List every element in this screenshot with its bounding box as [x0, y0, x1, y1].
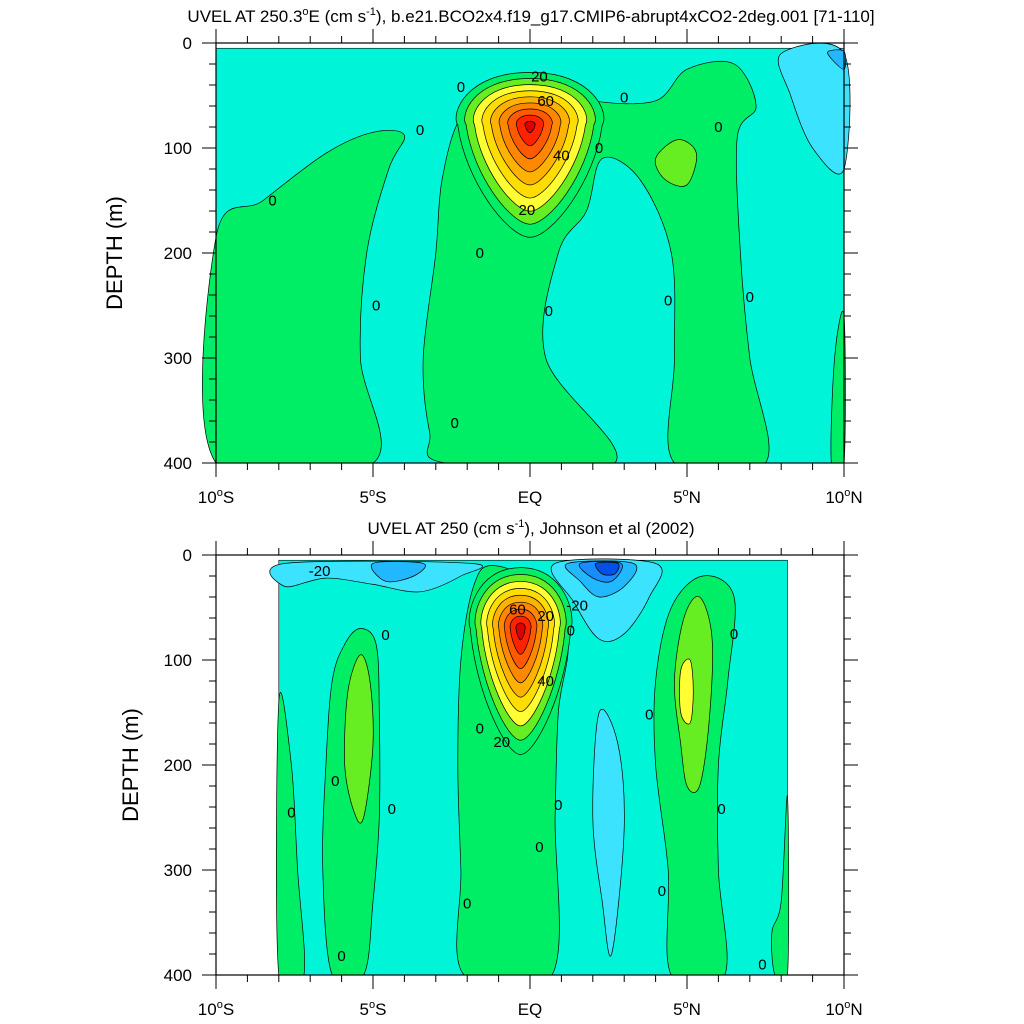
contour-region: [344, 654, 374, 824]
y-axis-label: DEPTH (m): [102, 196, 127, 310]
contour-label: 20: [537, 608, 554, 625]
contour-label: 20: [519, 202, 536, 219]
contour-label: 20: [493, 734, 510, 751]
contour-label: 0: [658, 883, 666, 900]
contour-label: 0: [714, 119, 722, 136]
contour-region: [202, 130, 406, 463]
x-tick-label: 5oN: [673, 999, 701, 1019]
contour-region: [276, 692, 306, 975]
y-tick-label: 300: [164, 349, 192, 368]
contour-label: 0: [645, 707, 653, 724]
contour-label: -20: [309, 563, 331, 580]
contour-label: 0: [595, 140, 603, 157]
contour-label: 60: [509, 602, 526, 619]
x-tick-label: 5oS: [360, 999, 387, 1019]
contour-label: 0: [381, 627, 389, 644]
contour-label: 60: [537, 93, 554, 110]
contour-region: [654, 139, 698, 187]
y-tick-label: 400: [164, 454, 192, 473]
y-tick-label: 0: [183, 34, 192, 53]
contour-label: 0: [730, 626, 738, 643]
contour-label: 0: [620, 90, 628, 107]
contour-label: 0: [416, 122, 424, 139]
y-tick-label: 300: [164, 861, 192, 880]
panel-observations: UVEL AT 250 (cm s-1), Johnson et al (200…: [118, 518, 863, 1019]
contour-region: [777, 43, 851, 175]
contour-label: 0: [758, 957, 766, 974]
contour-label: 0: [287, 804, 295, 821]
y-tick-label: 200: [164, 244, 192, 263]
contour-label: 0: [746, 289, 754, 306]
y-tick-label: 200: [164, 756, 192, 775]
y-tick-label: 100: [164, 139, 192, 158]
contour-region: [371, 561, 426, 583]
jet-core-contour: [515, 622, 526, 641]
plot-area: [202, 43, 851, 463]
contour-label: 0: [476, 245, 484, 262]
x-tick-label: 10oS: [198, 999, 234, 1019]
contour-label: 0: [545, 303, 553, 320]
contour-region: [594, 561, 620, 576]
contour-labels: -20 -20 60 20 0 40 20 0 0 0 0 0 0 0 0 0 0 0 0 0 0: [287, 563, 766, 974]
x-tick-label: 5oN: [673, 487, 701, 507]
plot-area: [269, 558, 790, 975]
contour-label: -20: [566, 597, 588, 614]
contour-label: 0: [337, 948, 345, 965]
x-tick-label: 10oN: [825, 487, 862, 507]
contour-region: [771, 795, 790, 975]
contour-label: 0: [476, 720, 484, 737]
contour-labels: 20 60 40 20 0 0 0 0 0 0 0 0 0 0 0 0: [268, 69, 754, 433]
x-tick-label: 10oS: [198, 487, 234, 507]
jet-core-contour: [524, 120, 536, 134]
y-tick-label: 400: [164, 966, 192, 985]
contour-region: [592, 709, 625, 957]
contour-label: 0: [450, 415, 458, 432]
contour-label: 40: [553, 147, 570, 164]
x-tick-label: EQ: [518, 1000, 543, 1019]
contour-region: [679, 658, 694, 725]
contour-label: 0: [372, 298, 380, 315]
contour-fill: [202, 43, 851, 463]
contour-label: 20: [531, 69, 548, 86]
contour-label: 0: [535, 839, 543, 856]
contour-label: 0: [457, 79, 465, 96]
contour-label: 0: [554, 797, 562, 814]
contour-fill: [269, 558, 790, 975]
panel-title: UVEL AT 250 (cm s-1), Johnson et al (200…: [368, 518, 695, 538]
y-axis-label: DEPTH (m): [118, 708, 143, 822]
panel-title: UVEL AT 250.3oE (cm s-1), b.e21.BCO2x4.f…: [187, 6, 874, 26]
contour-label: 0: [463, 896, 471, 913]
x-tick-label: 5oS: [360, 487, 387, 507]
contour-region: [269, 560, 484, 593]
y-tick-label: 100: [164, 651, 192, 670]
x-tick-label: 10oN: [825, 999, 862, 1019]
contour-label: 0: [331, 773, 339, 790]
x-tick-label: EQ: [518, 488, 543, 507]
contour-label: 0: [567, 623, 575, 640]
contour-label: 0: [664, 292, 672, 309]
y-tick-label: 0: [183, 546, 192, 565]
contour-label: 0: [717, 801, 725, 818]
contour-label: 0: [268, 193, 276, 210]
contour-label: 40: [537, 673, 554, 690]
panel-model: UVEL AT 250.3oE (cm s-1), b.e21.BCO2x4.f…: [102, 6, 875, 507]
contour-label: 0: [388, 801, 396, 818]
